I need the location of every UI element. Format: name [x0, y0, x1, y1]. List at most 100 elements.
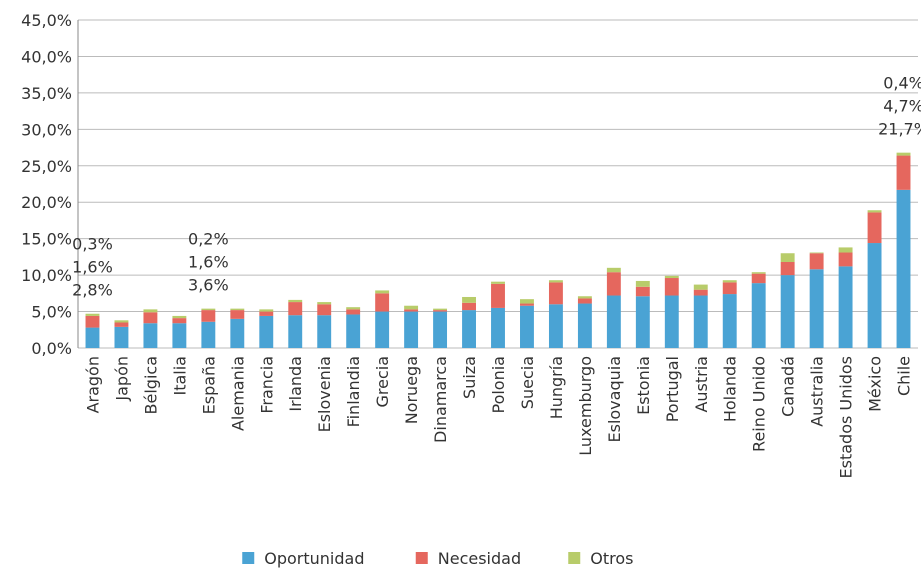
bar-segment [896, 152, 911, 156]
x-tick-label: Italia [170, 356, 189, 396]
bar-segment [114, 326, 129, 348]
y-tick-label: 10,0% [21, 266, 72, 285]
bar-segment [809, 269, 824, 348]
bar-segment [433, 310, 448, 312]
y-tick-label: 30,0% [21, 120, 72, 139]
bar-segment [780, 261, 795, 276]
legend-swatch [242, 552, 255, 564]
bar-segment [722, 280, 737, 283]
bar-segment [259, 311, 274, 316]
x-tick-label: Finlandia [344, 356, 363, 427]
bar-segment [114, 322, 129, 327]
bar-segment [664, 295, 679, 348]
bar-segment [462, 310, 476, 348]
x-tick-label: Eslovaquia [605, 356, 624, 443]
data-label: 3,6% [188, 276, 229, 295]
bar-segment [548, 304, 563, 348]
bar-segment [693, 289, 708, 296]
bar-segment [751, 283, 766, 348]
x-tick-label: Chile [895, 356, 914, 396]
bar-segment [896, 189, 911, 348]
bar-segment [520, 305, 534, 348]
data-label: 0,4% [883, 74, 921, 93]
x-tick-label: Francia [257, 356, 276, 414]
x-tick-label: Suecia [518, 356, 537, 409]
bar-segment [577, 303, 592, 348]
bar-segment [404, 309, 419, 312]
bar-segment [404, 311, 419, 348]
y-tick-label: 35,0% [21, 84, 72, 103]
y-tick-label: 45,0% [21, 11, 72, 30]
bar-segment [606, 272, 621, 296]
bar-segment [288, 299, 303, 303]
bar-segment [548, 280, 563, 283]
bar-segment [635, 286, 650, 297]
bar-segment [433, 311, 448, 348]
bar-segment [375, 311, 390, 348]
data-label: 0,2% [188, 230, 229, 249]
bar-segment [85, 327, 100, 348]
x-tick-label: Eslovenia [315, 356, 334, 432]
bar-segment [606, 267, 621, 273]
x-tick-label: Estados Unidos [837, 356, 856, 478]
bar-segment [259, 315, 274, 348]
bar-segment [317, 315, 332, 348]
legend-swatch [415, 552, 428, 564]
x-tick-label: Irlanda [286, 356, 305, 412]
y-tick-label: 25,0% [21, 157, 72, 176]
bar-segment [143, 309, 158, 313]
bar-segment [577, 296, 592, 299]
bar-segment [143, 323, 158, 348]
x-tick-label: Canadá [779, 356, 798, 417]
bar-segment [838, 247, 853, 253]
bar-segment [346, 314, 361, 348]
bar-segment [780, 253, 795, 262]
bar-segment [404, 305, 419, 310]
y-tick-label: 40,0% [21, 47, 72, 66]
bar-segment [462, 302, 476, 311]
bar-segment [288, 302, 303, 316]
bar-segment [838, 252, 853, 267]
bar-segment [664, 275, 679, 279]
x-tick-label: Dinamarca [431, 356, 450, 443]
bar-segment [172, 318, 187, 324]
bar-segment [693, 284, 708, 290]
x-tick-label: Estonia [634, 356, 653, 415]
data-label: 4,7% [883, 97, 921, 116]
legend-label: Oportunidad [264, 549, 364, 568]
y-tick-label: 15,0% [21, 230, 72, 249]
bar-segment [809, 252, 824, 254]
bar-segment [867, 243, 882, 348]
bar-segment [201, 321, 216, 348]
bar-segment [751, 273, 766, 284]
x-tick-label: México [866, 356, 885, 412]
x-tick-label: Reino Unido [750, 356, 769, 452]
bar-segment [780, 275, 795, 348]
bar-segment [259, 309, 274, 312]
data-label: 0,3% [72, 235, 113, 254]
bar-segment [867, 210, 882, 213]
bar-segment [520, 299, 534, 304]
bar-segment [548, 282, 563, 305]
bar-segment [809, 253, 824, 270]
bar-segment [635, 280, 650, 287]
bar-segment [346, 307, 361, 310]
x-tick-label: Aragón [83, 356, 102, 413]
bar-segment [433, 308, 448, 311]
bar-segment [288, 315, 303, 348]
x-tick-label: Portugal [663, 356, 682, 422]
bar-segment [346, 309, 361, 315]
bar-segment [577, 298, 592, 304]
data-label: 21,7% [878, 120, 921, 139]
bar-segment [693, 295, 708, 348]
x-tick-label: Australia [808, 356, 827, 427]
bar-segment [867, 212, 882, 244]
data-label: 1,6% [188, 253, 229, 272]
x-tick-label: Luxemburgo [576, 356, 595, 456]
x-tick-label: Japón [112, 356, 131, 402]
bar-segment [85, 313, 100, 316]
legend-label: Necesidad [438, 549, 521, 568]
x-tick-label: Polonia [489, 356, 508, 414]
bar-segment [201, 310, 216, 322]
